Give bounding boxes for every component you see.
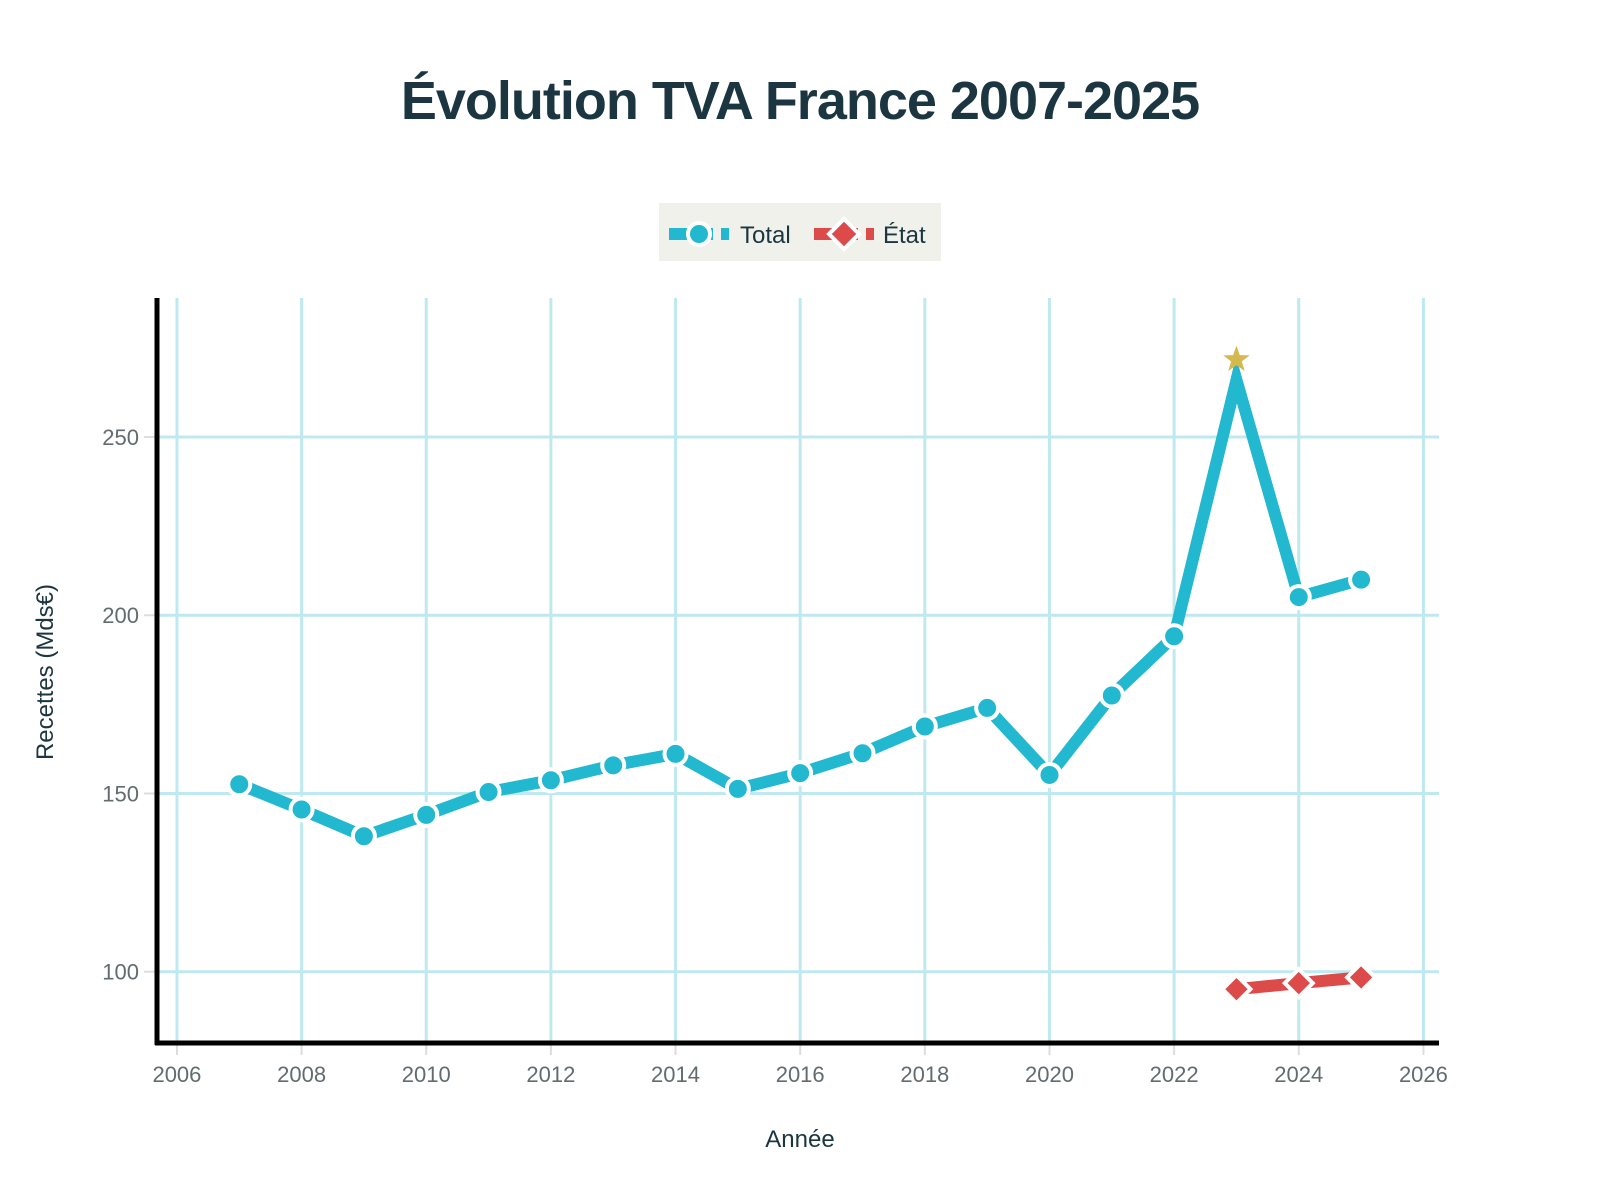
x-tick-label: 2020 (1025, 1062, 1074, 1087)
series (226, 345, 1378, 1007)
x-tick-label: 2024 (1274, 1062, 1323, 1087)
y-axis-title: Recettes (Mds€) (32, 584, 59, 760)
x-tick-label: 2012 (526, 1062, 575, 1087)
data-point-total (911, 713, 938, 740)
data-point-total (1036, 761, 1063, 788)
data-point-total (226, 771, 253, 798)
star-annotation-icon (1223, 345, 1250, 371)
data-point-total (849, 740, 876, 767)
legend-item-etat[interactable]: État (814, 216, 926, 252)
data-point-total (413, 801, 440, 828)
x-tick-label: 2018 (900, 1062, 949, 1087)
x-tick-label: 2026 (1399, 1062, 1448, 1087)
y-tick-label: 100 (102, 960, 139, 985)
x-tick-label: 2006 (152, 1062, 201, 1087)
data-point-total (724, 775, 751, 802)
data-point-total (537, 767, 564, 794)
x-tick-label: 2016 (776, 1062, 825, 1087)
legend-total-label: Total (740, 222, 791, 249)
data-point-total (974, 694, 1001, 721)
y-tick-label: 200 (102, 603, 139, 628)
x-tick-label: 2010 (402, 1062, 451, 1087)
chart-title: Évolution TVA France 2007-2025 (401, 71, 1199, 131)
data-point-total (1285, 584, 1312, 611)
data-point-etat (1281, 966, 1316, 1000)
legend-etat-marker (826, 216, 862, 252)
legend: Total État (659, 203, 941, 261)
data-point-total (1098, 682, 1125, 709)
data-point-total (1348, 566, 1375, 593)
data-point-etat (1219, 972, 1254, 1007)
x-tick-label: 2014 (651, 1062, 700, 1087)
x-tick-label: 2008 (277, 1062, 326, 1087)
y-tick-label: 250 (102, 425, 139, 450)
data-point-total (600, 752, 627, 779)
y-tick-label: 150 (102, 781, 139, 806)
data-point-total (350, 823, 377, 850)
axes (154, 298, 1439, 1046)
legend-total-marker (686, 221, 712, 247)
data-point-etat (1344, 960, 1378, 995)
grid (157, 298, 1439, 1043)
data-point-total (475, 779, 502, 806)
data-point-total (662, 740, 689, 767)
legend-item-total[interactable]: Total (669, 221, 791, 249)
legend-etat-label: État (883, 222, 926, 249)
data-point-total (288, 796, 315, 823)
data-point-total (787, 760, 814, 787)
ticks: 2006 2008 2010 2012 2014 2016 2018 2020 2022 2024… (102, 425, 1448, 1087)
x-axis-title: Année (765, 1126, 834, 1153)
x-tick-label: 2022 (1150, 1062, 1199, 1087)
data-point-total (1161, 623, 1188, 650)
